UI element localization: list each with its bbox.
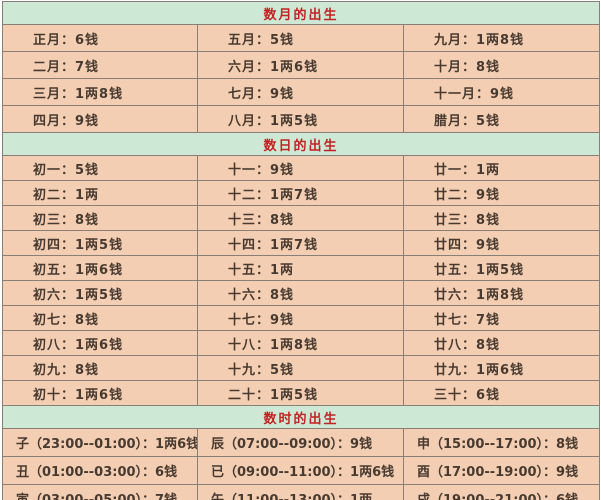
table-cell: 初六：1两5钱	[2, 280, 198, 306]
table-cell: 十月：8钱	[402, 51, 601, 79]
table-row: 初七：8钱 十七：9钱 廿七：7钱	[2, 305, 601, 331]
table-cell: 十一月：9钱	[402, 78, 601, 106]
table-row: 子（23:00--01:00）：1两6钱 辰（07:00--09:00）：9钱 申（…	[2, 428, 601, 457]
table-cell: 十五：1两	[197, 255, 404, 281]
table-cell: 初五：1两6钱	[2, 255, 198, 281]
table-row: 初八：1两6钱 十八：1两8钱 廿八：8钱	[2, 330, 601, 356]
table-cell: 廿一：1两	[402, 155, 601, 181]
table-cell: 午（11:00--13:00）：1两	[197, 484, 404, 500]
table-cell: 三月：1两8钱	[2, 78, 198, 106]
table-cell: 十二：1两7钱	[197, 180, 404, 206]
table-cell: 廿四：9钱	[402, 230, 601, 256]
table-row: 初二：1两 十二：1两7钱 廿二：9钱	[2, 180, 601, 206]
table-cell: 腊月：5钱	[402, 105, 601, 133]
table-row: 初三：8钱 十三：8钱 廿三：8钱	[2, 205, 601, 231]
table-cell: 廿八：8钱	[402, 330, 601, 356]
section-header-row: 数月的出生	[1, 1, 601, 25]
table-cell: 初四：1两5钱	[2, 230, 198, 256]
table-row: 初五：1两6钱 十五：1两 廿五：1两5钱	[2, 255, 601, 281]
table-cell: 八月：1两5钱	[197, 105, 404, 133]
table-cell: 十七：9钱	[197, 305, 404, 331]
section-title: 数日的出生	[1, 132, 601, 156]
table-cell: 戌（19:00--21:00）：6钱	[402, 484, 601, 500]
table-cell: 九月：1两8钱	[402, 24, 601, 52]
table-cell: 廿五：1两5钱	[402, 255, 601, 281]
table-row: 四月：9钱 八月：1两5钱 腊月：5钱	[2, 105, 601, 133]
table-cell: 十一：9钱	[197, 155, 404, 181]
table-row: 丑（01:00--03:00）：6钱 已（09:00--11:00）：1两6钱 酉（…	[2, 456, 601, 485]
table-cell: 已（09:00--11:00）：1两6钱	[197, 456, 404, 485]
table-cell: 廿二：9钱	[402, 180, 601, 206]
table-cell: 初一：5钱	[2, 155, 198, 181]
table-cell: 初三：8钱	[2, 205, 198, 231]
table-row: 二月：7钱 六月：1两6钱 十月：8钱	[2, 51, 601, 79]
table-row: 初四：1两5钱 十四：1两7钱 廿四：9钱	[2, 230, 601, 256]
table-row: 初六：1两5钱 十六：8钱 廿六：1两8钱	[2, 280, 601, 306]
section-title: 数时的出生	[1, 405, 601, 429]
table-cell: 辰（07:00--09:00）：9钱	[197, 428, 404, 457]
table-cell: 十三：8钱	[197, 205, 404, 231]
table-cell: 正月：6钱	[2, 24, 198, 52]
table-cell: 七月：9钱	[197, 78, 404, 106]
table-row: 三月：1两8钱 七月：9钱 十一月：9钱	[2, 78, 601, 106]
table-cell: 二月：7钱	[2, 51, 198, 79]
table-cell: 初七：8钱	[2, 305, 198, 331]
table-cell: 十四：1两7钱	[197, 230, 404, 256]
table-cell: 四月：9钱	[2, 105, 198, 133]
table-cell: 廿七：7钱	[402, 305, 601, 331]
table-cell: 初二：1两	[2, 180, 198, 206]
table-cell: 六月：1两6钱	[197, 51, 404, 79]
table-cell: 申（15:00--17:00）：8钱	[402, 428, 601, 457]
section-header-row: 数时的出生	[1, 405, 601, 429]
section-header-row: 数日的出生	[1, 132, 601, 156]
table-cell: 十九：5钱	[197, 355, 404, 381]
table-row: 初九：8钱 十九：5钱 廿九：1两6钱	[2, 355, 601, 381]
table-cell: 十八：1两8钱	[197, 330, 404, 356]
table-cell: 五月：5钱	[197, 24, 404, 52]
table-cell: 十六：8钱	[197, 280, 404, 306]
table-cell: 寅（03:00--05:00）：7钱	[2, 484, 198, 500]
table-cell: 廿六：1两8钱	[402, 280, 601, 306]
table-row: 初一：5钱 十一：9钱 廿一：1两	[2, 155, 601, 181]
table-cell: 初十：1两6钱	[2, 380, 198, 406]
table-cell: 二十：1两5钱	[197, 380, 404, 406]
table-row: 初十：1两6钱 二十：1两5钱 三十：6钱	[2, 380, 601, 406]
table-cell: 子（23:00--01:00）：1两6钱	[2, 428, 198, 457]
table-cell: 廿三：8钱	[402, 205, 601, 231]
table-cell: 初八：1两6钱	[2, 330, 198, 356]
section-title: 数月的出生	[1, 1, 601, 25]
table-cell: 丑（01:00--03:00）：6钱	[2, 456, 198, 485]
table-cell: 三十：6钱	[402, 380, 601, 406]
table-cell: 初九：8钱	[2, 355, 198, 381]
table-row: 正月：6钱 五月：5钱 九月：1两8钱	[2, 24, 601, 52]
table-cell: 廿九：1两6钱	[402, 355, 601, 381]
table-cell: 酉（17:00--19:00）：9钱	[402, 456, 601, 485]
table-row: 寅（03:00--05:00）：7钱午（11:00--13:00）：1两戌（19…	[2, 484, 601, 500]
